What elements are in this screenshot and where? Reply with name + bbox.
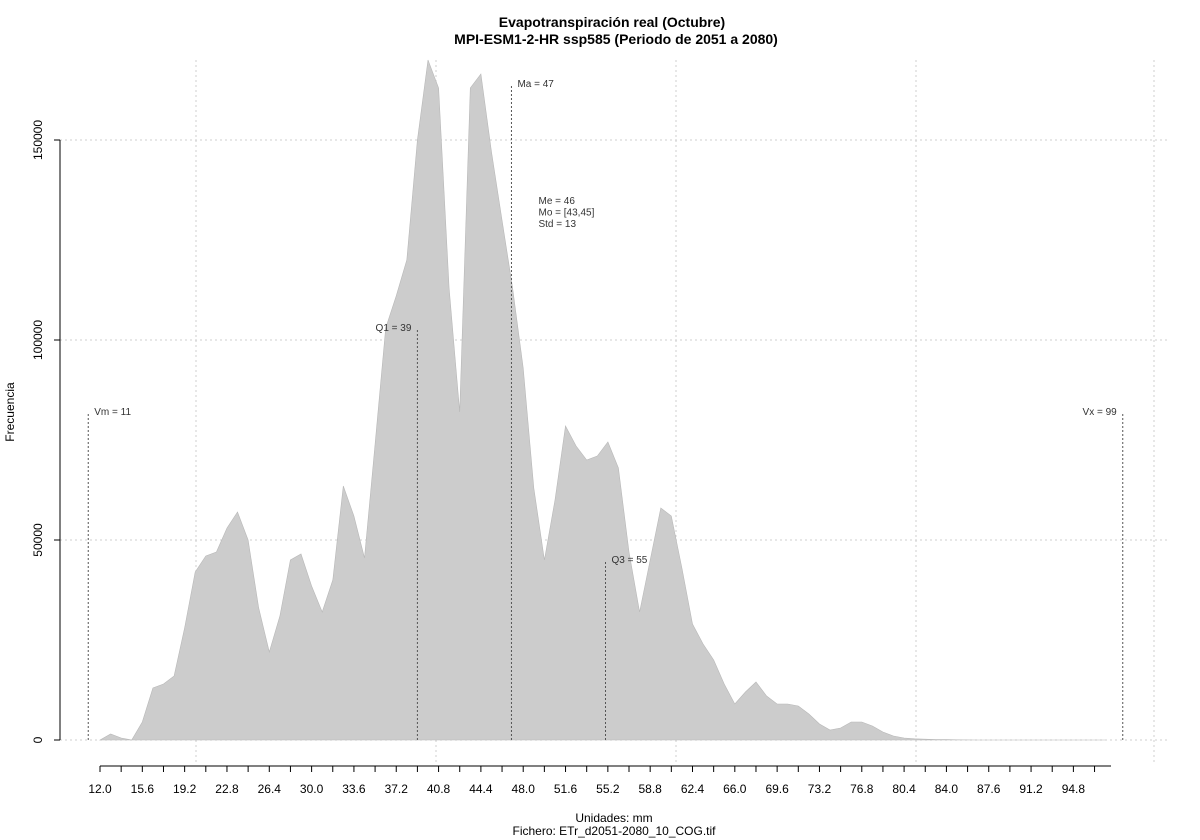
x-tick-label-12: 55.2	[596, 782, 620, 796]
frequency-area	[98, 59, 1106, 741]
marker-label-2: Ma = 47	[517, 79, 554, 90]
x-tick-label-20: 84.0	[935, 782, 959, 796]
x-tick-label-6: 33.6	[342, 782, 366, 796]
x-tick-label-2: 19.2	[173, 782, 197, 796]
x-tick-label-9: 44.4	[469, 782, 493, 796]
y-axis-label: Frecuencia	[3, 382, 17, 442]
chart-subtitle: MPI-ESM1-2-HR ssp585 (Periodo de 2051 a …	[454, 31, 778, 47]
x-tick-label-18: 76.8	[850, 782, 874, 796]
y-tick-label-1: 50000	[31, 523, 45, 557]
y-axis: 0 50000 100000 150000	[31, 120, 61, 743]
x-tick-label-10: 48.0	[512, 782, 536, 796]
x-tick-label-11: 51.6	[554, 782, 578, 796]
x-tick-label-8: 40.8	[427, 782, 451, 796]
x-tick-label-5: 30.0	[300, 782, 324, 796]
x-tick-label-7: 37.2	[385, 782, 409, 796]
x-tick-label-23: 94.8	[1062, 782, 1086, 796]
x-tick-label-21: 87.6	[977, 782, 1001, 796]
x-tick-label-16: 69.6	[765, 782, 789, 796]
marker-label-3: Q3 = 55	[612, 555, 648, 566]
stat-markers: Vm = 11 Q1 = 39 Ma = 47 Q3 = 55 Vx = 99	[87, 79, 1124, 740]
x-tick-label-14: 62.4	[681, 782, 705, 796]
x-tick-label-22: 91.2	[1019, 782, 1043, 796]
x-tick-label-17: 73.2	[808, 782, 832, 796]
x-tick-label-4: 26.4	[258, 782, 282, 796]
marker-label-4: Vx = 99	[1083, 407, 1118, 418]
stats-line-2: Std = 13	[538, 219, 576, 230]
y-tick-label-3: 150000	[31, 120, 45, 160]
stats-line-0: Me = 46	[538, 196, 575, 207]
x-tick-label-13: 58.8	[638, 782, 662, 796]
x-tick-label-15: 66.0	[723, 782, 747, 796]
x-axis: 12.0 15.6 19.2 22.8 26.4 30.0 33.6 37.2 40.8 44.4…	[88, 765, 1111, 796]
footer-filename: Fichero: ETr_d2051-2080_10_COG.tif	[513, 824, 717, 838]
stats-line-1: Mo = [43,45]	[538, 208, 594, 219]
x-tick-label-0: 12.0	[88, 782, 112, 796]
marker-label-1: Q1 = 39	[376, 323, 412, 334]
y-tick-label-2: 100000	[31, 320, 45, 360]
x-tick-label-3: 22.8	[215, 782, 239, 796]
y-tick-label-0: 0	[31, 736, 45, 743]
chart-title: Evapotranspiración real (Octubre)	[499, 14, 725, 30]
x-tick-label-19: 80.4	[892, 782, 916, 796]
x-axis-label: Unidades: mm	[575, 811, 652, 825]
marker-label-0: Vm = 11	[94, 407, 131, 418]
x-tick-label-1: 15.6	[131, 782, 155, 796]
